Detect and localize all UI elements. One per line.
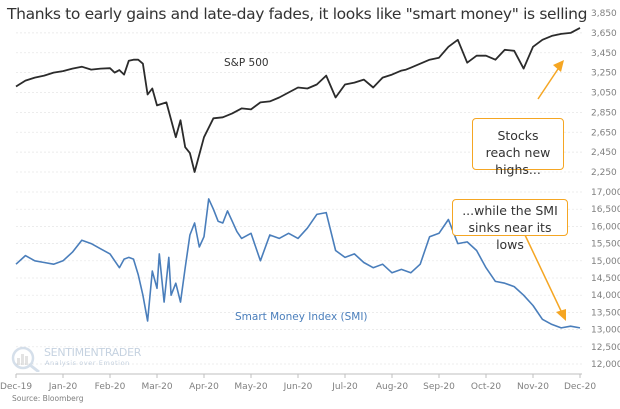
sp500-y-tick-label: 2,650: [591, 128, 617, 138]
source-note: Source: Bloomberg: [12, 394, 84, 403]
smi-series-label: Smart Money Index (SMI): [235, 311, 368, 323]
x-tick-label: Nov-20: [517, 382, 549, 392]
x-tick-label: Dec-19: [0, 382, 32, 392]
smi-y-tick-label: 14,500: [591, 274, 620, 284]
callout-top: Stocks reach new highs...: [472, 118, 564, 177]
sp500-y-tick-label: 3,850: [591, 9, 617, 19]
x-tick-label: Feb-20: [95, 382, 126, 392]
x-tick-label: Sep-20: [423, 382, 455, 392]
smi-y-tick-label: 16,500: [591, 205, 620, 215]
x-tick-label: Jan-20: [48, 382, 78, 392]
x-tick-label: Apr-20: [189, 382, 219, 392]
arrowhead-icon: [553, 60, 564, 72]
x-axis: Dec-19 Jan-20 Feb-20 Mar-20 Apr-20 May-20 Jun-…: [0, 373, 596, 392]
smi-y-tick-label: 15,500: [591, 240, 620, 250]
callout-bottom: ...while the SMI sinks near its lows: [452, 199, 568, 252]
sp500-y-tick-label: 3,650: [591, 29, 617, 39]
logo-tagline: Analysis over Emotion: [45, 359, 130, 367]
logo-brand-text: SENTIMENTRADER: [44, 346, 142, 359]
smi-line: [15, 198, 581, 329]
smi-y-tick-label: 16,000: [591, 222, 620, 232]
sp500-y-tick-label: 2,250: [591, 168, 617, 178]
callout-arrow-top: [537, 60, 564, 100]
smi-y-tick-label: 13,000: [591, 326, 620, 336]
arrowhead-icon: [556, 309, 566, 321]
chart-title: Thanks to early gains and late-day fades…: [7, 5, 588, 23]
sp500-y-tick-label: 3,250: [591, 69, 617, 79]
sp500-line: [15, 27, 581, 173]
sp500-series-label: S&P 500: [224, 57, 269, 69]
smi-y-axis: 17,000 16,500 16,000 15,500 15,000 14,500 14,0…: [591, 188, 620, 370]
sp500-y-tick-label: 2,850: [591, 108, 617, 118]
x-tick-label: May-20: [234, 382, 267, 392]
x-tick-label: Jul-20: [331, 382, 358, 392]
x-tick-label: Dec-20: [564, 382, 596, 392]
sp500-y-tick-label: 2,450: [591, 148, 617, 158]
x-tick-label: Jun-20: [283, 382, 313, 392]
smi-y-tick-label: 14,000: [591, 291, 620, 301]
sentimentrader-logo: SENTIMENTRADER Analysis over Emotion: [10, 346, 141, 377]
smi-y-tick-label: 12,000: [591, 360, 620, 370]
sp500-y-axis: 3,850 3,650 3,450 3,250 3,050 2,850 2,650 2,450…: [591, 9, 617, 178]
smi-y-tick-label: 12,500: [591, 343, 620, 353]
smi-y-tick-label: 17,000: [591, 188, 620, 198]
x-tick-label: Aug-20: [376, 382, 409, 392]
sp500-y-tick-label: 3,450: [591, 49, 617, 59]
x-tick-label: Mar-20: [141, 382, 172, 392]
smi-y-tick-label: 15,000: [591, 257, 620, 267]
callout-arrow-bottom: [524, 234, 566, 321]
magnifier-chart-icon: [11, 346, 40, 374]
sp500-y-tick-label: 3,050: [591, 89, 617, 99]
smi-y-tick-label: 13,500: [591, 308, 620, 318]
x-tick-label: Oct-20: [471, 382, 502, 392]
